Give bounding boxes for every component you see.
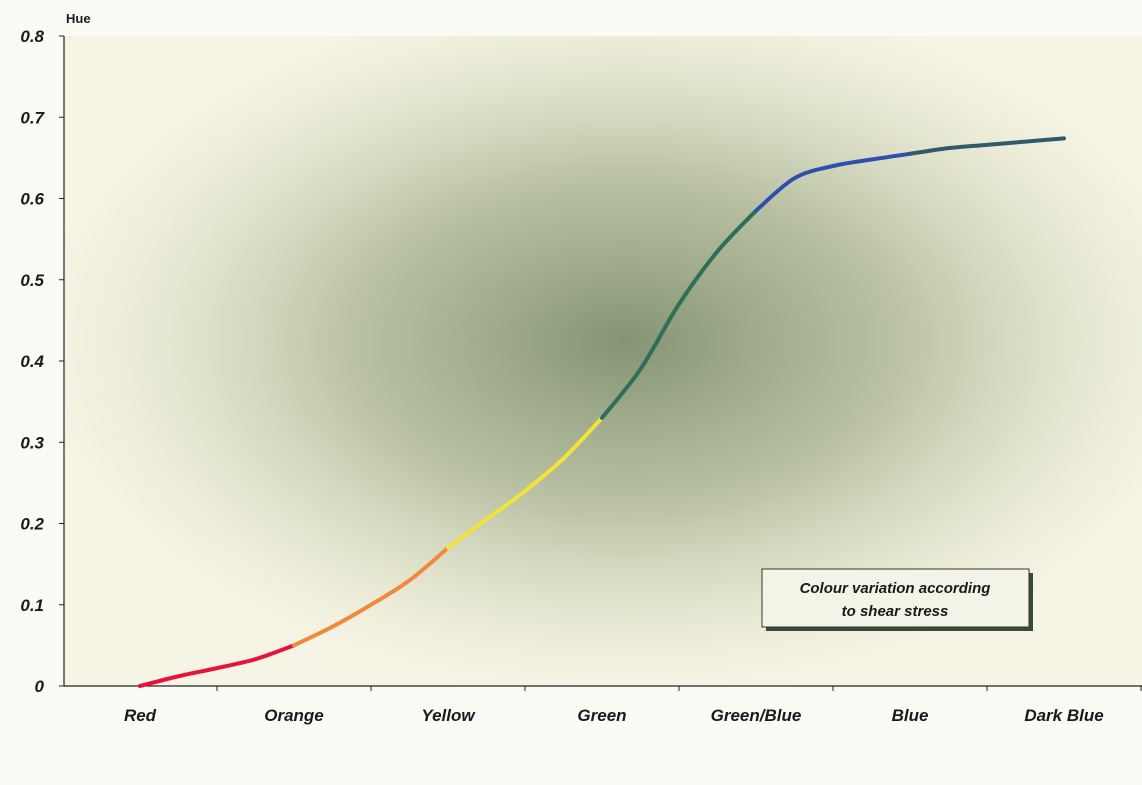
x-category-label: Green/Blue — [711, 706, 802, 725]
x-category-label: Green — [577, 706, 626, 725]
y-tick-label: 0.1 — [20, 596, 44, 615]
hue-line-segment — [446, 415, 604, 550]
hue-line — [138, 136, 1066, 688]
annotation-box-background — [761, 568, 1030, 628]
y-tick-label: 0.2 — [20, 515, 44, 534]
y-axis-title: Hue — [66, 11, 91, 26]
hue-line-segment — [908, 136, 1066, 156]
y-tick-label: 0.7 — [20, 108, 45, 127]
y-tick-label: 0.4 — [20, 352, 44, 371]
y-tick-labels: 0 0.1 0.2 0.3 0.4 0.5 0.6 0.7 0.8 — [20, 27, 64, 696]
x-category-label: Dark Blue — [1024, 706, 1103, 725]
x-category-label: Blue — [892, 706, 929, 725]
y-tick-label: 0.8 — [20, 27, 44, 46]
y-tick-label: 0.5 — [20, 271, 44, 290]
hue-line-segment — [754, 151, 912, 213]
hue-line-segment — [292, 545, 450, 648]
hue-line-segment — [138, 643, 296, 688]
x-category-label: Orange — [264, 706, 324, 725]
hue-line-segment — [600, 208, 758, 420]
x-category-labels: Red Orange Yellow Green Green/Blue Blue Dark B… — [124, 706, 1104, 725]
y-tick-label: 0.6 — [20, 190, 44, 209]
y-tick-label: 0 — [35, 677, 45, 696]
y-tick-label: 0.3 — [20, 433, 44, 452]
annotation-box: Colour variation according to shear stre… — [761, 568, 1033, 631]
annotation-line-2: to shear stress — [842, 603, 949, 620]
annotation-line-1: Colour variation according — [800, 580, 991, 597]
x-category-label: Yellow — [421, 706, 476, 725]
x-category-label: Red — [124, 706, 157, 725]
x-tick-marks — [216, 686, 1142, 691]
